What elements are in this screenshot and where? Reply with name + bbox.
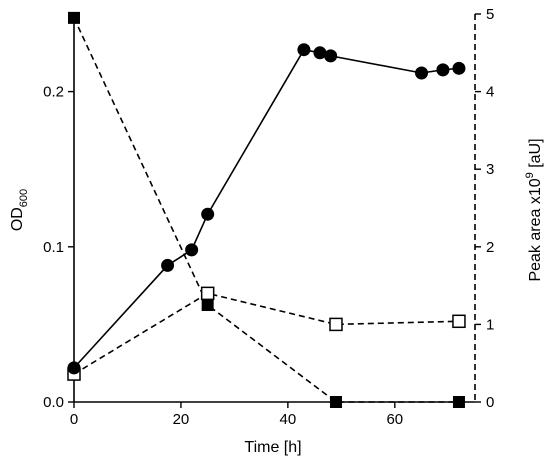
data-point-circle — [415, 66, 429, 80]
data-point-filled-square — [201, 299, 214, 311]
data-point-circle — [201, 207, 215, 221]
x-tick-label: 60 — [386, 411, 403, 428]
y2-tick-label: 0 — [486, 394, 494, 411]
y-axis-title: OD600 — [9, 189, 30, 231]
data-point-circle — [297, 43, 311, 57]
data-point-open-square — [452, 314, 466, 329]
data-point-circle — [452, 61, 466, 75]
data-point-circle — [67, 361, 81, 375]
data-point-open-square — [329, 317, 343, 332]
series-open-square — [67, 286, 466, 381]
y2-axis-title-main: Peak area x10 — [527, 178, 544, 281]
y2-tick-label: 4 — [486, 84, 494, 101]
series-line — [73, 48, 460, 369]
data-point-filled-square — [452, 396, 465, 408]
x-axis-title: Time [h] — [244, 439, 301, 456]
series-layer — [67, 11, 466, 408]
y2-tick-label: 2 — [486, 239, 494, 256]
x-tick-label: 0 — [70, 411, 78, 428]
x-tick-label: 40 — [280, 411, 297, 428]
data-point-filled-square — [68, 11, 80, 24]
y2-tick-label: 5 — [486, 6, 494, 23]
y-axis-title-main: OD — [9, 207, 26, 231]
x-tick-label: 20 — [173, 411, 190, 428]
axes: 0 20 40 60 0.0 0.1 0.2 0 1 2 3 4 5 — [43, 6, 494, 428]
data-point-circle — [313, 46, 327, 60]
data-point-circle — [185, 243, 199, 257]
y-tick-label: 0.2 — [43, 84, 64, 101]
y2-axis-title: Peak area x109 [aU] — [524, 138, 544, 281]
data-point-circle — [324, 49, 338, 63]
y2-axis-title-unit: [aU] — [527, 138, 544, 172]
y2-axis-title-sup: 9 — [524, 172, 536, 178]
data-point-circle — [436, 63, 450, 77]
y2-tick-label: 3 — [486, 161, 494, 178]
series-filled-circle — [67, 43, 466, 375]
y2-tick-label: 1 — [486, 316, 494, 333]
y-tick-label: 0.1 — [43, 239, 64, 256]
data-point-open-square — [200, 286, 215, 301]
data-point-filled-square — [329, 396, 342, 408]
y-axis-title-sub: 600 — [18, 189, 30, 207]
data-point-circle — [161, 258, 175, 272]
series-filled-square — [68, 11, 465, 408]
series-line — [73, 17, 459, 403]
y-tick-label: 0.0 — [43, 394, 64, 411]
series-line — [73, 292, 459, 375]
